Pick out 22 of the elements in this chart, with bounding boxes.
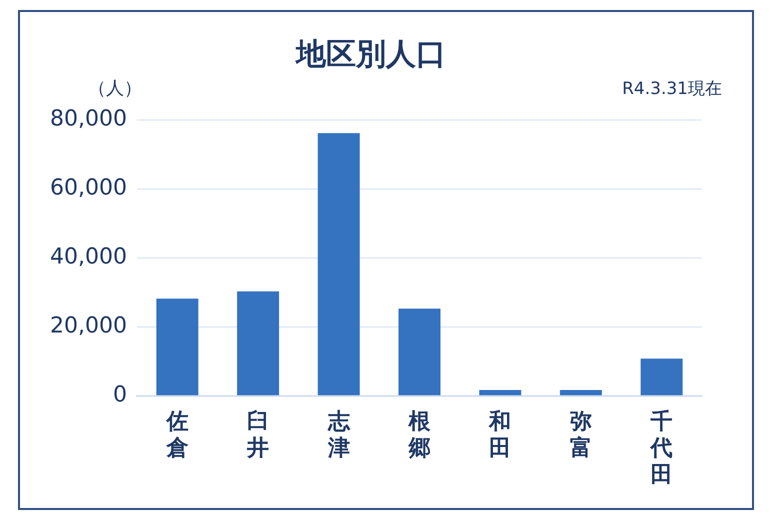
y-tick-label: 60,000 [50,176,127,201]
y-tick-label: 20,000 [50,314,127,339]
x-tick-label: 千代田 [650,410,673,488]
bar [318,133,360,396]
y-tick-label: 40,000 [50,244,127,270]
chart-title: 地区別人口 [294,36,446,72]
x-tick-label: 臼井 [246,410,270,462]
y-tick-label: 80,000 [50,106,127,132]
x-tick-label: 和田 [488,410,512,462]
x-tick-label: 佐倉 [165,410,190,462]
text: R4.3.31現在 [622,79,722,99]
bar [560,390,602,396]
bar [479,390,522,396]
bar [640,358,683,396]
x-tick-label: 弥富 [570,410,592,462]
y-axis-title: （人） [88,78,142,99]
y-tick-label: 0 [112,382,127,408]
bar [237,291,280,396]
bar [398,308,440,396]
x-tick-label: 根郷 [407,410,432,462]
bar [156,298,198,396]
x-tick-label: 志津 [326,410,351,462]
